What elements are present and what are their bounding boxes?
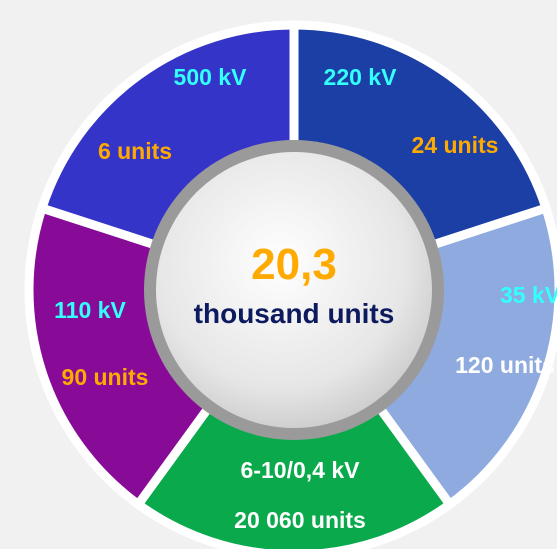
voltage-label: 500 kV [173, 64, 247, 90]
count-label: 120 units [455, 352, 555, 378]
count-label: 24 units [411, 132, 499, 158]
voltage-label: 35 kV [499, 282, 557, 308]
voltage-label: 220 kV [323, 64, 397, 90]
voltage-label: 6-10/0,4 kV [240, 457, 360, 483]
count-label: 20 060 units [234, 507, 366, 533]
count-label: 6 units [97, 138, 173, 164]
count-label: 90 units [61, 364, 149, 390]
center-disc [156, 152, 432, 428]
voltage-label: 110 kV [54, 297, 126, 323]
center-value: 20,3 [251, 240, 337, 289]
center-label: thousand units [193, 298, 395, 329]
